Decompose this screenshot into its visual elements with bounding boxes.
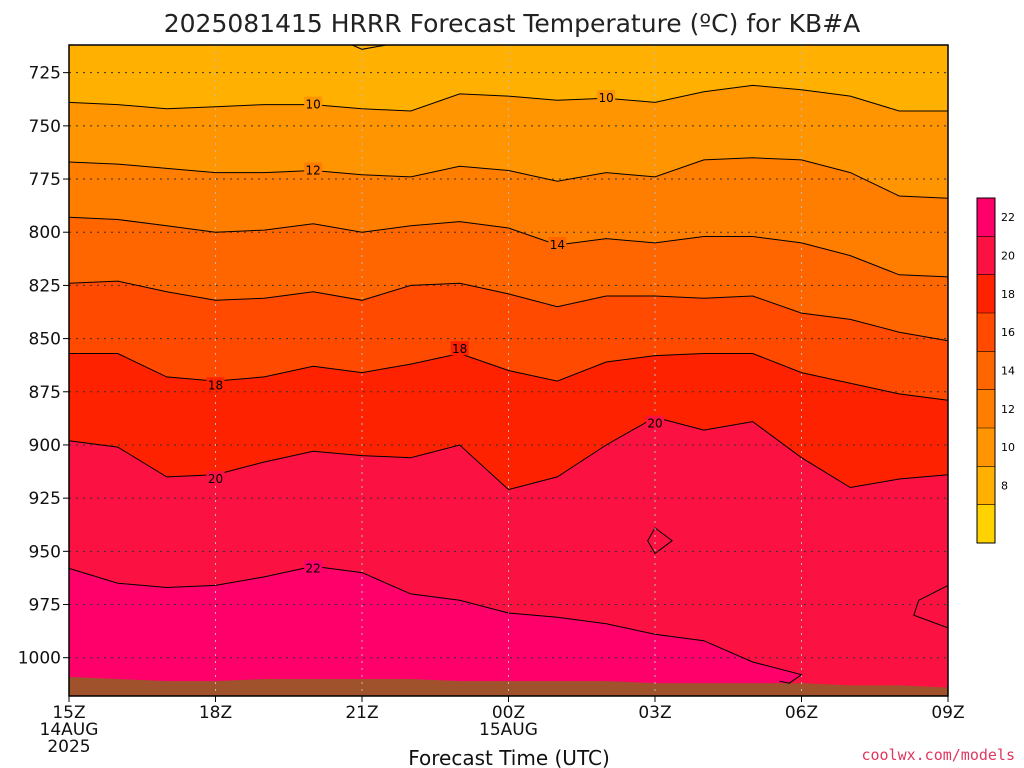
isotherm-contours: 10 10 12 14 18 18 20 20 22 (68, 44, 949, 684)
colorbar-tick-label: 16 (1001, 326, 1015, 339)
colorbar-swatch-18 (977, 274, 995, 313)
contour-label-18: 18 (452, 342, 467, 356)
contour-16 (68, 280, 949, 342)
contour-label-18: 18 (208, 378, 223, 392)
y-tick-label: 825 (29, 276, 61, 296)
x-tick-label: 15Z (52, 703, 85, 723)
y-tick-label: 775 (29, 170, 61, 190)
credit-text: coolwx.com/models (861, 746, 1015, 764)
colorbar-swatch-16 (977, 313, 995, 352)
x-tick-label: 15AUG (479, 720, 538, 740)
colorbar-tick-label: 18 (1001, 288, 1015, 301)
colorbar-tick-label: 8 (1001, 480, 1008, 493)
colorbar-tick-label: 10 (1001, 441, 1015, 454)
contour-label-22: 22 (306, 561, 321, 575)
ground-fill (69, 676, 948, 696)
colorbar-tick-label: 14 (1001, 365, 1015, 378)
contour-label-10: 10 (306, 98, 321, 112)
ground-surface (69, 676, 948, 696)
contour-label-14: 14 (550, 238, 565, 252)
x-tick-label: 14AUG (40, 720, 99, 740)
x-tick-label: 03Z (638, 703, 671, 723)
contour-label-20: 20 (647, 417, 662, 431)
warm-pocket-20-03z (647, 527, 673, 555)
color-scale-bar: 8 10 12 14 16 18 20 22 (976, 197, 1015, 544)
contour-22 (68, 565, 803, 684)
colorbar-swatch-22 (977, 198, 995, 237)
contour-14 (68, 216, 949, 278)
x-tick-label: 06Z (785, 703, 818, 723)
colorbar-swatch-6 (977, 504, 995, 543)
contour-12 (68, 157, 949, 199)
contour-label-20: 20 (208, 472, 223, 486)
y-tick-label: 950 (29, 542, 61, 562)
y-tick-label: 925 (29, 489, 61, 509)
contour-label-10: 10 (599, 91, 614, 105)
colorbar-swatch-10 (977, 428, 995, 467)
x-tick-label: 2025 (47, 737, 90, 757)
y-tick-label: 900 (29, 436, 61, 456)
y-tick-label: 850 (29, 330, 61, 350)
colorbar-tick-label: 12 (1001, 403, 1015, 416)
y-tick-label: 975 (29, 596, 61, 616)
y-tick-label: 875 (29, 383, 61, 403)
y-tick-label: 800 (29, 223, 61, 243)
x-tick-label: 09Z (931, 703, 964, 723)
band-22 (69, 566, 802, 684)
colorbar-swatch-8 (977, 466, 995, 505)
y-tick-label: 750 (29, 117, 61, 137)
chart-title: 2025081415 HRRR Forecast Temperature (ºC… (164, 9, 861, 38)
x-tick-label: 18Z (199, 703, 232, 723)
x-tick-label: 21Z (345, 703, 378, 723)
y-tick-label: 1000 (18, 649, 61, 669)
contour-10 (68, 84, 948, 112)
y-tick-label: 725 (29, 64, 61, 84)
colorbar-swatch-14 (977, 351, 995, 390)
contour-label-12: 12 (306, 164, 321, 178)
x-axis-label: Forecast Time (UTC) (408, 746, 610, 768)
colorbar-swatch-12 (977, 389, 995, 428)
colorbar-frame (976, 197, 996, 544)
colorbar-swatch-20 (977, 236, 995, 275)
temperature-fill-bands (69, 45, 949, 697)
colorbar-tick-label: 20 (1001, 250, 1015, 263)
contour-top-nub (351, 44, 387, 50)
x-tick-label: 00Z (492, 703, 525, 723)
y-axis-pressure-ticks: 725 750 775 800 825 850 875 900 925 950 975 1000 (18, 64, 69, 669)
colorbar-tick-label: 22 (1001, 211, 1015, 224)
